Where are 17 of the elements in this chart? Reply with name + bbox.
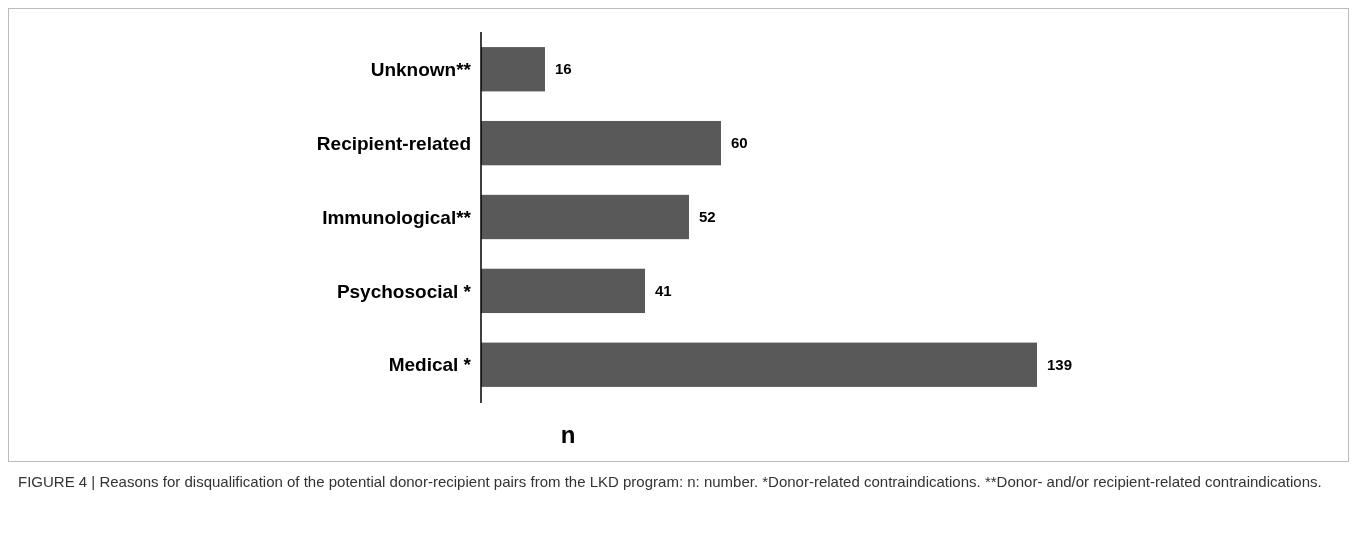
bar <box>481 120 721 166</box>
bar <box>481 342 1037 387</box>
data-label: 52 <box>699 208 716 226</box>
data-label: 139 <box>1047 356 1073 374</box>
bar <box>481 47 545 92</box>
caption: FIGURE 4 | Reasons for disqualification of the potential donor-recipient pairs from the LKD program: n: number. *Donor-related contraindications. **Donor- and/or recipient-related contraindications. <box>17 472 1323 492</box>
bar <box>481 194 689 240</box>
y-tick-label: Medical * <box>388 354 472 376</box>
y-tick-label: Recipient-related <box>316 132 471 154</box>
x-axis-title: n <box>560 421 576 448</box>
y-tick-label: Psychosocial * <box>336 280 472 302</box>
bar <box>481 268 645 314</box>
y-tick-label: Immunological** <box>322 206 472 228</box>
data-label: 16 <box>555 60 572 78</box>
data-label: 60 <box>731 134 748 152</box>
y-tick-label: Unknown** <box>370 58 472 80</box>
data-label: 41 <box>655 282 672 300</box>
